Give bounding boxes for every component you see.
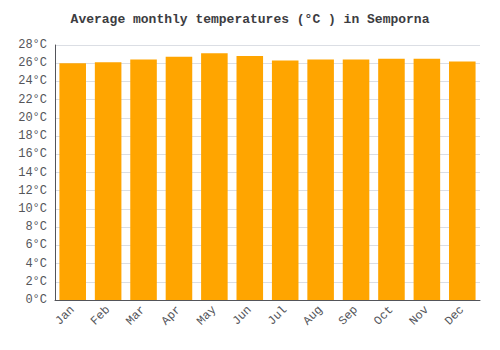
svg-text:14°C: 14°C [18, 166, 47, 180]
svg-text:16°C: 16°C [18, 147, 47, 161]
svg-text:Apr: Apr [159, 303, 184, 328]
svg-text:26°C: 26°C [18, 56, 47, 70]
svg-text:Aug: Aug [300, 303, 325, 328]
svg-text:20°C: 20°C [18, 111, 47, 125]
svg-text:12°C: 12°C [18, 184, 47, 198]
svg-text:Average monthly temperatures (: Average monthly temperatures (°C ) in Se… [71, 12, 430, 27]
svg-text:Sep: Sep [336, 303, 361, 328]
svg-text:Oct: Oct [371, 303, 396, 328]
svg-text:8°C: 8°C [25, 220, 47, 234]
svg-text:May: May [194, 303, 219, 328]
svg-text:Nov: Nov [407, 303, 432, 328]
svg-text:2°C: 2°C [25, 275, 47, 289]
svg-text:Jul: Jul [265, 303, 290, 328]
svg-text:18°C: 18°C [18, 129, 47, 143]
svg-text:Jun: Jun [230, 303, 255, 328]
svg-text:6°C: 6°C [25, 238, 47, 252]
svg-text:Mar: Mar [123, 303, 148, 328]
svg-text:Dec: Dec [442, 303, 467, 328]
svg-text:4°C: 4°C [25, 257, 47, 271]
svg-text:Feb: Feb [88, 303, 113, 328]
svg-text:22°C: 22°C [18, 93, 47, 107]
svg-text:24°C: 24°C [18, 74, 47, 88]
svg-text:Jan: Jan [53, 303, 78, 328]
svg-text:0°C: 0°C [25, 293, 47, 307]
svg-text:28°C: 28°C [18, 38, 47, 52]
svg-text:10°C: 10°C [18, 202, 47, 216]
